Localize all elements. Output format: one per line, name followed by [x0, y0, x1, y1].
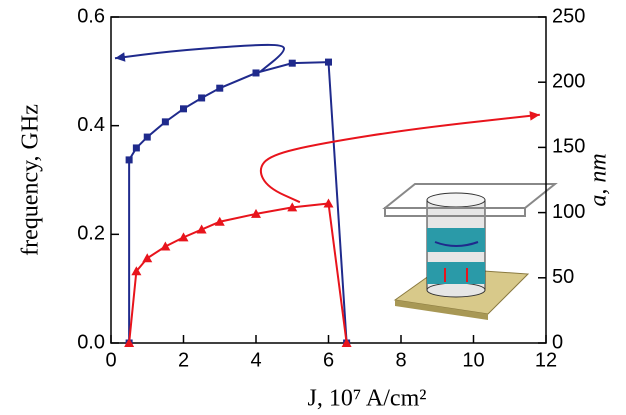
triangle-marker [251, 208, 261, 218]
series-line [128, 61, 348, 344]
x-tick-label: 10 [462, 349, 484, 371]
square-marker [143, 133, 151, 141]
x-tick-label: 8 [395, 349, 406, 371]
series-line [114, 43, 285, 73]
x-axis-label: J, 10⁷ A/cm² [308, 386, 427, 412]
y2-tick-label: 100 [552, 201, 585, 223]
triangle-marker [160, 241, 171, 251]
triangle-marker [124, 338, 135, 347]
y-tick-label: 0.2 [77, 223, 105, 245]
arrowhead [114, 52, 126, 62]
y2-tick-label: 250 [552, 5, 585, 27]
inset-illustration [382, 183, 558, 320]
x-tick-label: 12 [535, 349, 557, 371]
y2-tick-label: 0 [552, 331, 563, 353]
x-tick-label: 2 [178, 349, 189, 371]
triangle-marker [214, 216, 225, 226]
square-marker [288, 59, 296, 67]
y-tick-label: 0.6 [77, 5, 105, 27]
y2-tick-label: 50 [552, 266, 574, 288]
series-line [259, 113, 540, 204]
triangle-marker [131, 266, 142, 276]
square-marker [180, 105, 187, 113]
triangle-marker [196, 224, 207, 234]
square-marker [198, 94, 206, 102]
triangle-marker [323, 198, 334, 208]
y2-axis-label: a, nm [586, 153, 612, 206]
square-marker [325, 58, 332, 66]
square-marker [252, 69, 260, 77]
x-tick-label: 6 [323, 349, 334, 371]
triangle-marker [178, 232, 189, 242]
y-tick-label: 0.4 [77, 114, 105, 136]
series-line [128, 202, 348, 344]
triangle-marker [341, 338, 352, 347]
y2-tick-label: 200 [552, 70, 585, 92]
y2-tick-label: 150 [552, 136, 585, 158]
x-tick-label: 0 [105, 349, 116, 371]
square-marker [132, 144, 140, 152]
square-marker [125, 156, 133, 164]
square-marker [161, 118, 169, 126]
y-axis-label: frequency, GHz [18, 104, 44, 256]
x-tick-label: 4 [250, 349, 261, 371]
y-tick-label: 0.0 [77, 331, 105, 353]
triangle-marker [287, 202, 298, 212]
triangle-marker [142, 253, 153, 263]
arrowhead [529, 111, 540, 121]
square-marker [216, 84, 224, 92]
